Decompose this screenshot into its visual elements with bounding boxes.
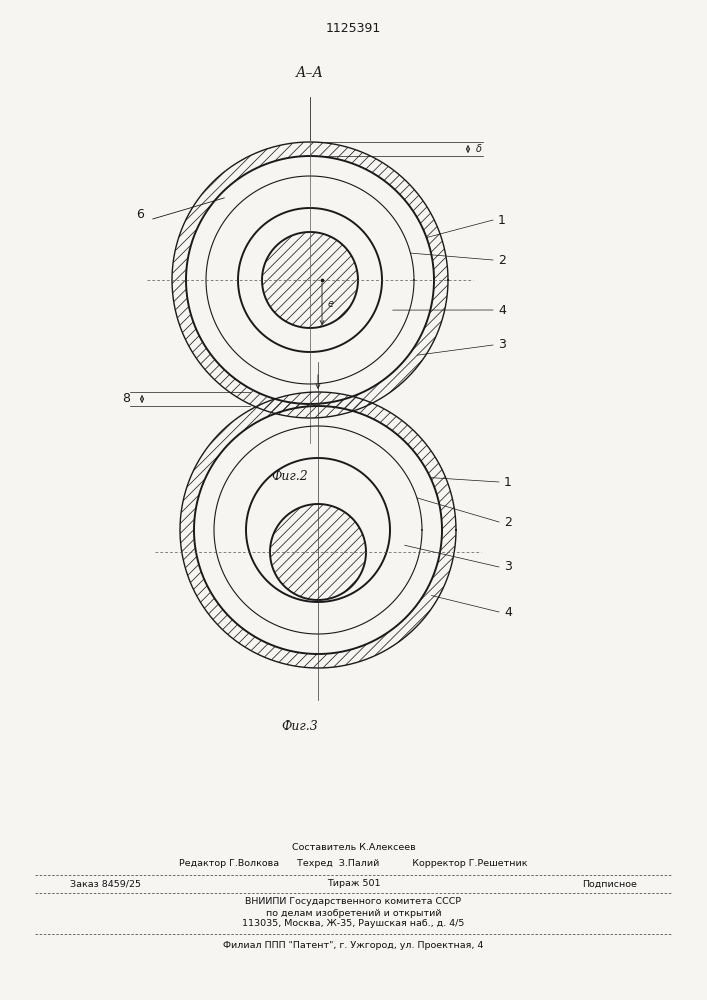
Text: 4: 4: [504, 605, 512, 618]
Text: Тираж 501: Тираж 501: [327, 880, 380, 888]
Text: 6: 6: [136, 208, 144, 221]
Text: Фиг.3: Фиг.3: [281, 720, 318, 733]
Text: Фиг.2: Фиг.2: [271, 470, 308, 483]
Text: ВНИИПИ Государственного комитета СССР: ВНИИПИ Государственного комитета СССР: [245, 898, 462, 906]
Text: 3: 3: [498, 338, 506, 352]
Text: 1125391: 1125391: [326, 21, 381, 34]
Text: Подписное: Подписное: [582, 880, 637, 888]
Text: Составитель К.Алексеев: Составитель К.Алексеев: [291, 844, 416, 852]
Text: 113035, Москва, Ж-35, Раушская наб., д. 4/5: 113035, Москва, Ж-35, Раушская наб., д. …: [243, 920, 464, 928]
Text: 8: 8: [122, 392, 130, 406]
Text: 2: 2: [498, 253, 506, 266]
Text: 2: 2: [504, 516, 512, 528]
Text: δ: δ: [476, 144, 482, 154]
Text: 1: 1: [504, 476, 512, 488]
Text: Заказ 8459/25: Заказ 8459/25: [70, 880, 141, 888]
Text: 3: 3: [504, 560, 512, 574]
Text: 4: 4: [498, 304, 506, 316]
Text: по делам изобретений и открытий: по делам изобретений и открытий: [266, 908, 441, 918]
Text: Редактор Г.Волкова      Техред  З.Палий           Корректор Г.Решетник: Редактор Г.Волкова Техред З.Палий Коррек…: [180, 859, 527, 868]
Text: e: e: [328, 299, 334, 309]
Text: Филиал ППП "Патент", г. Ужгород, ул. Проектная, 4: Филиал ППП "Патент", г. Ужгород, ул. Про…: [223, 942, 484, 950]
Text: 1: 1: [498, 214, 506, 227]
Text: А–А: А–А: [296, 66, 324, 80]
